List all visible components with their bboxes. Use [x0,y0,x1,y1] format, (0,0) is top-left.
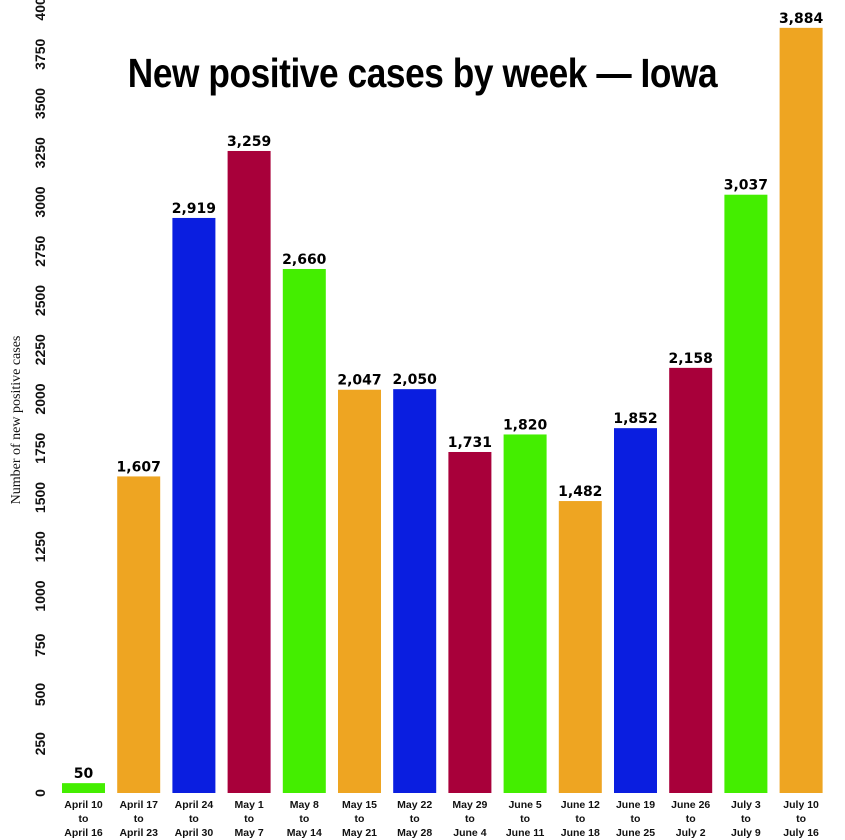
y-tick-label: 3000 [32,186,48,217]
x-tick-label: to [796,813,806,825]
x-tick-label: June 4 [453,827,486,839]
bar [448,451,492,793]
bar [62,783,105,793]
x-tick-label: to [575,813,585,825]
y-tick-label: 250 [32,732,48,756]
x-tick-label: May 14 [287,827,322,839]
y-tick-label: 3250 [32,137,48,168]
y-tick-label: 1750 [32,432,48,463]
data-label: 50 [74,766,94,782]
data-label: 1,852 [613,411,657,427]
data-label: 1,820 [503,417,548,433]
x-tick-label: May 1 [235,799,264,811]
bar [614,428,657,793]
x-tick-label: to [244,813,254,825]
x-tick-label: May 7 [235,827,264,839]
x-tick-label: June 19 [616,799,655,811]
data-label: 1,731 [448,435,492,451]
x-tick-label: to [410,813,420,825]
y-tick-label: 1250 [32,531,48,562]
x-tick-label: to [134,813,144,825]
bar [669,367,713,793]
bar [227,150,271,794]
bar [724,194,768,793]
x-tick-label: to [299,813,309,825]
x-tick-label: to [741,813,751,825]
x-tick-label: April 23 [119,827,158,839]
x-tick-label: to [631,813,641,825]
x-tick-label: July 3 [731,799,761,811]
chart-title: New positive cases by week — Iowa [127,50,718,96]
y-tick-label: 1000 [32,580,48,611]
y-tick-label: 4000 [32,0,48,21]
x-tick-label: June 18 [561,827,600,839]
x-tick-label: April 16 [64,827,103,839]
bar [282,268,326,794]
y-tick-label: 2000 [32,383,48,414]
y-tick-label: 2500 [32,285,48,316]
x-tick-label: April 10 [64,799,103,811]
y-tick-label: 2250 [32,334,48,365]
x-tick-label: July 10 [783,799,819,811]
bar [117,476,161,793]
x-tick-label: May 28 [397,827,432,839]
x-tick-label: June 25 [616,827,655,839]
data-label: 2,158 [669,351,713,367]
x-tick-label: to [189,813,199,825]
data-label: 3,259 [227,134,271,150]
x-tick-label: July 2 [676,827,706,839]
x-tick-label: to [520,813,530,825]
x-tick-label: June 5 [508,799,541,811]
data-label: 1,607 [117,459,161,475]
y-tick-label: 2750 [32,235,48,266]
x-tick-label: June 26 [671,799,710,811]
x-tick-label: to [686,813,696,825]
data-label: 2,050 [393,372,438,388]
data-label: 1,482 [558,484,602,500]
y-tick-label: 0 [32,789,48,797]
x-tick-label: July 9 [731,827,761,839]
x-tick-label: May 8 [290,799,319,811]
bar [172,217,216,793]
x-tick-label: April 24 [175,799,214,811]
y-tick-label: 3750 [32,38,48,69]
y-tick-label: 1500 [32,482,48,513]
x-tick-label: to [355,813,365,825]
bar [338,389,381,793]
x-tick-label: May 29 [452,799,487,811]
x-tick-label: April 30 [175,827,214,839]
x-tick-label: to [79,813,89,825]
bar [503,434,547,793]
data-label: 2,047 [337,373,381,389]
bar [393,389,437,793]
bar [558,501,602,793]
data-label: 2,660 [282,252,327,268]
x-tick-label: to [465,813,475,825]
x-tick-label: May 22 [397,799,432,811]
y-tick-label: 3500 [32,88,48,119]
bar [779,27,823,794]
y-tick-label: 750 [32,633,48,657]
data-label: 3,884 [779,11,824,27]
data-label: 2,919 [172,201,216,217]
x-tick-label: July 16 [783,827,819,839]
y-axis-label: Number of new positive cases [9,336,24,505]
y-tick-label: 500 [32,683,48,707]
x-tick-label: June 11 [506,827,545,839]
data-label: 3,037 [724,178,768,194]
x-tick-label: May 21 [342,827,377,839]
x-tick-label: April 17 [119,799,158,811]
x-tick-label: May 15 [342,799,377,811]
x-tick-label: June 12 [561,799,600,811]
